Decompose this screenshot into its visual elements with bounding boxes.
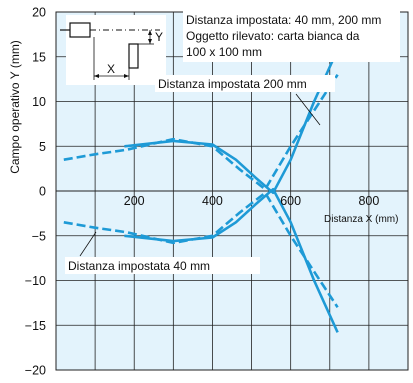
sensor-diagram: X Y [60, 15, 166, 85]
series-line-40mm-lower [63, 191, 339, 309]
x-tick-label: 200 [124, 194, 145, 208]
legend-line-1: Distanza impostata: 40 mm, 200 mm [186, 13, 381, 27]
x-dim-label: X [107, 62, 115, 76]
tick-labels: 20 15 10 5 0 −5 −10 −15 −20 200 400 600 800 [25, 6, 380, 378]
y-axis-label: Campo operativo Y (mm) [8, 40, 22, 174]
y-tick-label: 0 [39, 185, 46, 199]
annotation-40: Distanza impostata 40 mm [65, 231, 260, 274]
annotation-40-background [65, 257, 260, 274]
y-tick-label: 10 [32, 95, 46, 109]
annotation-40-text: Distanza impostata 40 mm [68, 259, 210, 273]
y-tick-label: −5 [32, 229, 46, 243]
x-tick-label: 600 [280, 194, 301, 208]
y-tick-label: −10 [25, 274, 46, 288]
series-line-40mm-upper [63, 73, 339, 191]
series-group [63, 49, 339, 333]
x-dim-arrowhead-left [94, 74, 99, 78]
annotation-200-leader [295, 93, 321, 126]
y-tick-label: 5 [39, 140, 46, 154]
x-tick-label: 800 [358, 194, 379, 208]
y-dim-arrowhead-bottom [148, 39, 152, 44]
annotation-200: Distanza impostata 200 mm [155, 75, 335, 126]
legend-line-3: 100 x 100 mm [186, 45, 262, 59]
legend-note-background [183, 10, 400, 62]
annotation-200-background [155, 75, 335, 92]
sensor-body [69, 22, 91, 38]
y-dim-arrowhead-top [148, 30, 152, 35]
legend-note: Distanza impostata: 40 mm, 200 mm Oggett… [183, 10, 400, 62]
y-dim-label: Y [155, 30, 163, 44]
legend-line-2: Oggetto rilevato: carta bianca da [186, 29, 360, 43]
x-axis-label: Distanza X (mm) [324, 214, 398, 225]
annotation-200-text: Distanza impostata 200 mm [158, 77, 307, 91]
y-tick-label: 15 [32, 50, 46, 64]
y-tick-label: −15 [25, 319, 46, 333]
annotation-40-leader [79, 231, 97, 257]
y-tick-label: −20 [25, 364, 46, 378]
x-tick-label: 400 [202, 194, 223, 208]
target-object [128, 43, 139, 69]
y-tick-label: 20 [32, 6, 46, 20]
x-dim-arrowhead-right [124, 74, 129, 78]
